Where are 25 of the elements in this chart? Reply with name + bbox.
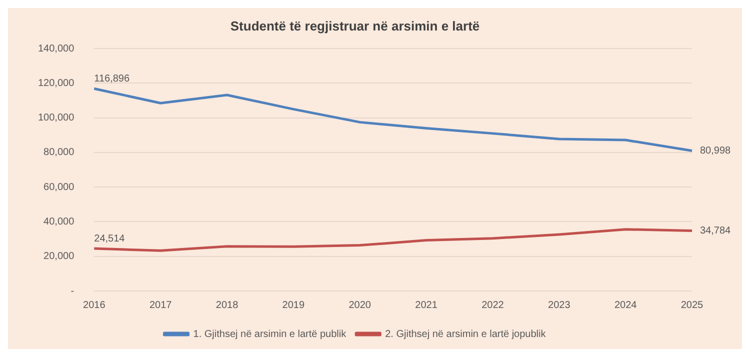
x-tick-label: 2023 bbox=[548, 300, 571, 311]
chart-title: Studentë të regjistruar në arsimin e lartë bbox=[230, 18, 480, 34]
legend-label: 1. Gjithsej në arsimin e lartë publik bbox=[193, 328, 348, 340]
y-tick-label: 100,000 bbox=[38, 112, 75, 124]
x-tick-label: 2018 bbox=[216, 300, 239, 311]
data-label: 80,998 bbox=[700, 146, 732, 157]
y-tick-label: 20,000 bbox=[44, 251, 75, 262]
x-tick-label: 2021 bbox=[415, 300, 438, 311]
x-tick-label: 2022 bbox=[482, 300, 504, 311]
y-tick-label: 120,000 bbox=[38, 78, 75, 89]
y-tick-label: 60,000 bbox=[44, 182, 75, 193]
data-label: 24,514 bbox=[94, 233, 126, 244]
legend-label: 2. Gjithsej në arsimin e lartë jopublik bbox=[385, 328, 547, 340]
x-tick-label: 2019 bbox=[282, 300, 305, 311]
y-tick-label: - bbox=[70, 286, 74, 297]
data-label: 34,784 bbox=[700, 226, 732, 237]
y-tick-label: 140,000 bbox=[38, 43, 75, 54]
y-tick-label: 80,000 bbox=[44, 147, 75, 158]
data-label: 116,896 bbox=[94, 73, 130, 84]
x-tick-label: 2020 bbox=[348, 300, 372, 311]
x-tick-label: 2025 bbox=[680, 300, 704, 311]
x-tick-label: 2024 bbox=[614, 300, 638, 311]
y-tick-label: 40,000 bbox=[44, 216, 75, 228]
x-tick-label: 2017 bbox=[149, 300, 172, 311]
x-tick-label: 2016 bbox=[83, 300, 106, 311]
